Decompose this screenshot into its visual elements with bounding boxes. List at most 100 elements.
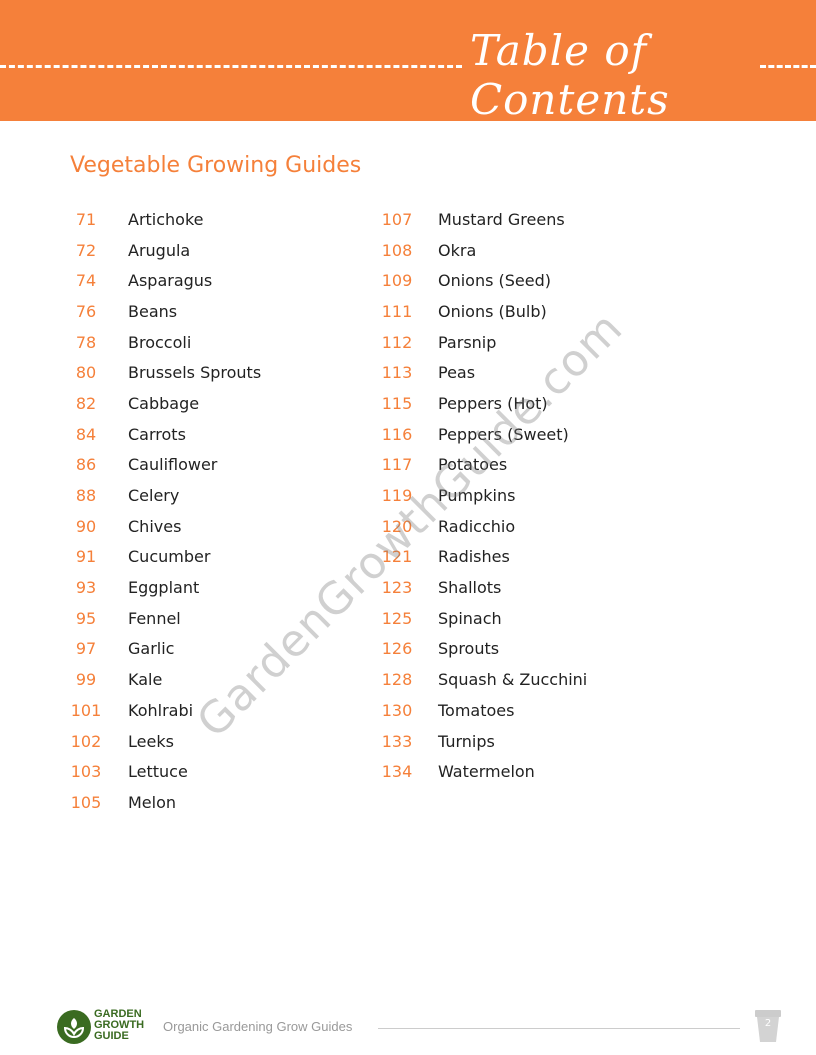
toc-entry[interactable]: 117 Potatoes <box>380 450 587 481</box>
toc-entry[interactable]: 128 Squash & Zucchini <box>380 664 588 695</box>
entry-title: Watermelon <box>438 762 535 782</box>
page-number-label: 90 <box>75 516 97 536</box>
entry-title: Onions (Bulb) <box>438 301 547 321</box>
toc-entry[interactable]: 109 Onions (Seed) <box>380 265 587 296</box>
entry-title: Leeks <box>128 731 174 751</box>
toc-entry[interactable]: 108 Okra <box>380 235 587 266</box>
page-number-label: 99 <box>75 670 97 690</box>
page-number-label: 109 <box>381 271 413 291</box>
toc-entry[interactable]: 107 Mustard Greens <box>380 204 587 235</box>
page-number: 2 <box>764 1018 772 1029</box>
toc-entry[interactable]: 105 Melon <box>69 787 261 818</box>
entry-title: Celery <box>128 486 180 506</box>
toc-entry[interactable]: 76 Beans <box>69 296 261 327</box>
toc-entry[interactable]: 71 Artichoke <box>69 204 261 235</box>
page-number-label: 78 <box>75 332 97 352</box>
entry-title: Onions (Seed) <box>438 271 552 291</box>
entry-title: Kale <box>128 670 163 690</box>
toc-entry[interactable]: 90 Chives <box>69 511 261 542</box>
entry-title: Peppers (Hot) <box>438 393 548 413</box>
toc-entry[interactable]: 82 Cabbage <box>69 388 261 419</box>
toc-entry[interactable]: 133 Turnips <box>380 726 587 757</box>
toc-entry[interactable]: 88 Celery <box>69 480 261 511</box>
page-number-label: 113 <box>381 363 413 383</box>
toc-entry[interactable]: 119 Pumpkins <box>380 480 587 511</box>
entry-title: Brussels Sprouts <box>128 363 262 383</box>
toc-entry[interactable]: 116 Peppers (Sweet) <box>380 419 587 450</box>
toc-entry[interactable]: 130 Tomatoes <box>380 695 587 726</box>
toc-entry[interactable]: 112 Parsnip <box>380 327 587 358</box>
toc-entry[interactable]: 72 Arugula <box>69 235 261 266</box>
toc-entry[interactable]: 115 Peppers (Hot) <box>380 388 587 419</box>
toc-entry[interactable]: 74 Asparagus <box>69 265 261 296</box>
entry-title: Cauliflower <box>128 455 218 475</box>
entry-title: Sprouts <box>438 639 500 659</box>
toc-entry[interactable]: 78 Broccoli <box>69 327 261 358</box>
toc-column-left: 71 Artichoke 72 Arugula 74 Asparagus 76 Beans 78… <box>69 204 261 818</box>
page-number-label: 112 <box>381 332 413 352</box>
dashed-line-right <box>760 65 816 68</box>
toc-entry[interactable]: 97 Garlic <box>69 634 261 665</box>
logo-text: GARDEN GROWTH GUIDE <box>94 1008 145 1042</box>
page-number-label: 84 <box>75 424 97 444</box>
page-number-label: 80 <box>75 363 97 383</box>
page-number-label: 123 <box>381 578 413 598</box>
toc-entry[interactable]: 91 Cucumber <box>69 542 261 573</box>
header-banner: Table of Contents <box>0 0 816 124</box>
page-number-label: 105 <box>70 792 102 812</box>
toc-entry[interactable]: 95 Fennel <box>69 603 261 634</box>
page-number-label: 108 <box>381 240 413 260</box>
toc-entry[interactable]: 86 Cauliflower <box>69 450 261 481</box>
page-number-label: 93 <box>75 578 97 598</box>
entry-title: Spinach <box>438 608 502 628</box>
page-number-label: 95 <box>75 608 97 628</box>
footer-tagline: Organic Gardening Grow Guides <box>163 1019 353 1034</box>
entry-title: Asparagus <box>128 271 213 291</box>
toc-entry[interactable]: 121 Radishes <box>380 542 587 573</box>
toc-entry[interactable]: 80 Brussels Sprouts <box>69 357 261 388</box>
entry-title: Turnips <box>438 731 495 751</box>
entry-title: Okra <box>438 240 477 260</box>
entry-title: Garlic <box>128 639 175 659</box>
toc-entry[interactable]: 126 Sprouts <box>380 634 587 665</box>
toc-entry[interactable]: 113 Peas <box>380 357 587 388</box>
page-number-label: 101 <box>70 700 102 720</box>
page-number-label: 125 <box>381 608 413 628</box>
page-number-label: 91 <box>75 547 97 567</box>
page-number-label: 115 <box>381 393 413 413</box>
entry-title: Cucumber <box>128 547 211 567</box>
entry-title: Kohlrabi <box>128 700 194 720</box>
entry-title: Beans <box>128 301 178 321</box>
page-number-label: 72 <box>75 240 97 260</box>
page-number-label: 97 <box>75 639 97 659</box>
entry-title: Parsnip <box>438 332 497 352</box>
page-number-label: 71 <box>75 209 97 229</box>
toc-entry[interactable]: 125 Spinach <box>380 603 587 634</box>
page-number-label: 117 <box>381 455 413 475</box>
toc-entry[interactable]: 134 Watermelon <box>380 756 587 787</box>
toc-entry[interactable]: 99 Kale <box>69 664 261 695</box>
page-number-label: 111 <box>381 301 413 321</box>
page-number-label: 126 <box>381 639 413 659</box>
entry-title: Broccoli <box>128 332 192 352</box>
entry-title: Squash & Zucchini <box>438 670 588 690</box>
dashed-line-left <box>0 65 462 68</box>
toc-entry[interactable]: 120 Radicchio <box>380 511 587 542</box>
entry-title: Chives <box>128 516 182 536</box>
page-number-label: 119 <box>381 486 413 506</box>
toc-entry[interactable]: 101 Kohlrabi <box>69 695 261 726</box>
entry-title: Arugula <box>128 240 191 260</box>
toc-entry[interactable]: 111 Onions (Bulb) <box>380 296 587 327</box>
toc-entry[interactable]: 103 Lettuce <box>69 756 261 787</box>
entry-title: Pumpkins <box>438 486 516 506</box>
page-number-label: 121 <box>381 547 413 567</box>
page-number-label: 128 <box>381 670 413 690</box>
toc-entry[interactable]: 84 Carrots <box>69 419 261 450</box>
entry-title: Artichoke <box>128 209 204 229</box>
toc-entry[interactable]: 123 Shallots <box>380 572 587 603</box>
toc-entry[interactable]: 93 Eggplant <box>69 572 261 603</box>
toc-entry[interactable]: 102 Leeks <box>69 726 261 757</box>
page-number-label: 88 <box>75 486 97 506</box>
entry-title: Eggplant <box>128 578 200 598</box>
logo-icon <box>57 1010 91 1044</box>
